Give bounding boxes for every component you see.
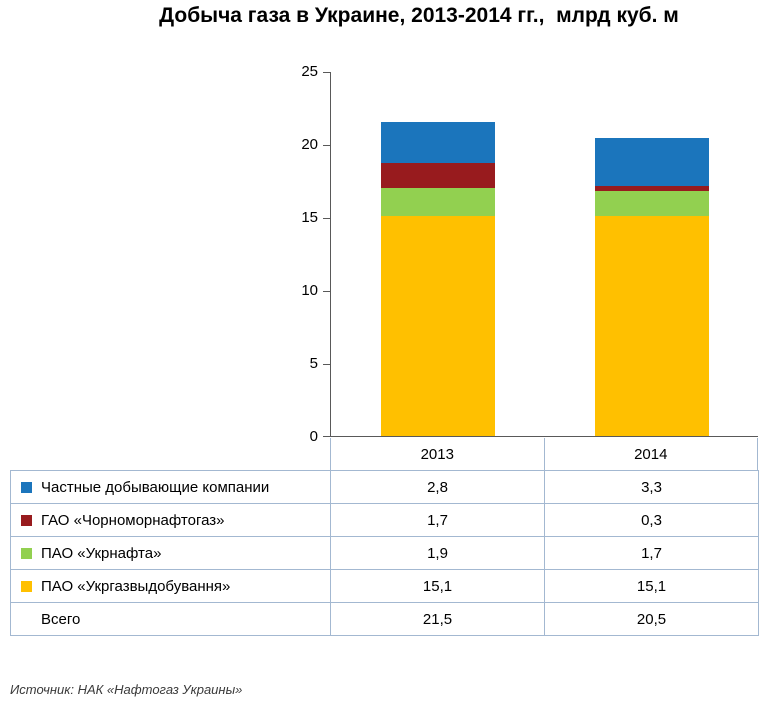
x-axis-label-2014: 2014 — [634, 445, 668, 463]
bar-2014 — [595, 138, 709, 436]
chart-title: Добыча газа в Украине, 2013-2014 гг., мл… — [159, 4, 679, 27]
bar-segment-2013 — [381, 215, 495, 436]
value-2014: 0,3 — [544, 503, 759, 537]
y-axis-tick-mark — [323, 145, 330, 146]
y-axis-tick-label: 25 — [301, 63, 318, 80]
source-note: Источник: НАК «Нафтогаз Украины» — [10, 682, 243, 697]
value-2013: 15,1 — [330, 569, 545, 603]
series-label: Частные добывающие компании — [41, 478, 270, 496]
y-axis-tick-label: 15 — [301, 209, 318, 226]
value-2014: 15,1 — [544, 569, 759, 603]
value-2014: 1,7 — [544, 536, 759, 570]
table-row-private-companies: Частные добывающие компании 2,8 3,3 — [10, 470, 759, 504]
y-axis-tick-mark — [323, 218, 330, 219]
y-axis-tick-mark — [323, 436, 330, 437]
bar-segment-2014 — [595, 186, 709, 191]
bar-segment-2013 — [381, 163, 495, 188]
plot-area — [330, 72, 758, 437]
x-axis-label-2013: 2013 — [331, 438, 545, 470]
bar-segment-2013 — [381, 187, 495, 216]
bar-segment-2014 — [595, 138, 709, 187]
total-2013: 21,5 — [330, 602, 545, 636]
value-2013: 1,9 — [330, 536, 545, 570]
y-axis-tick-label: 20 — [301, 136, 318, 153]
bar-2013 — [381, 122, 495, 436]
total-label: Всего — [41, 610, 81, 628]
value-2014: 3,3 — [544, 470, 759, 504]
y-axis-tick-label: 5 — [309, 355, 318, 372]
y-axis-tick-mark — [323, 364, 330, 365]
x-axis-category-row: 2013 2014 — [330, 438, 758, 470]
table-row-ukrgazvydobuvannya: ПАО «Укргазвыдобування» 15,1 15,1 — [10, 569, 759, 603]
bar-segment-2014 — [595, 190, 709, 216]
legend-marker-darkred-icon — [21, 514, 32, 526]
series-label: ПАО «Укргазвыдобування» — [41, 577, 231, 595]
legend-marker-blue-icon — [21, 481, 32, 493]
table-row-ukrnafta: ПАО «Укрнафта» 1,9 1,7 — [10, 536, 759, 570]
legend-marker-yellow-icon — [21, 580, 32, 592]
bar-segment-2013 — [381, 122, 495, 164]
bar-segment-2014 — [595, 215, 709, 436]
table-row-total: Всего 21,5 20,5 — [10, 602, 759, 636]
series-label: ГАО «Чорноморнафтогаз» — [41, 511, 225, 529]
y-axis-tick-mark — [323, 72, 330, 73]
value-2013: 2,8 — [330, 470, 545, 504]
total-2014: 20,5 — [544, 602, 759, 636]
table-row-chornomornaftogaz: ГАО «Чорноморнафтогаз» 1,7 0,3 — [10, 503, 759, 537]
y-axis-tick-label: 0 — [309, 428, 318, 445]
y-axis-tick-label: 10 — [301, 282, 318, 299]
legend-marker-green-icon — [21, 547, 32, 559]
chart-data-table: Частные добывающие компании 2,8 3,3 ГАО … — [10, 470, 759, 636]
value-2013: 1,7 — [330, 503, 545, 537]
series-label: ПАО «Укрнафта» — [41, 544, 162, 562]
y-axis-tick-mark — [323, 291, 330, 292]
